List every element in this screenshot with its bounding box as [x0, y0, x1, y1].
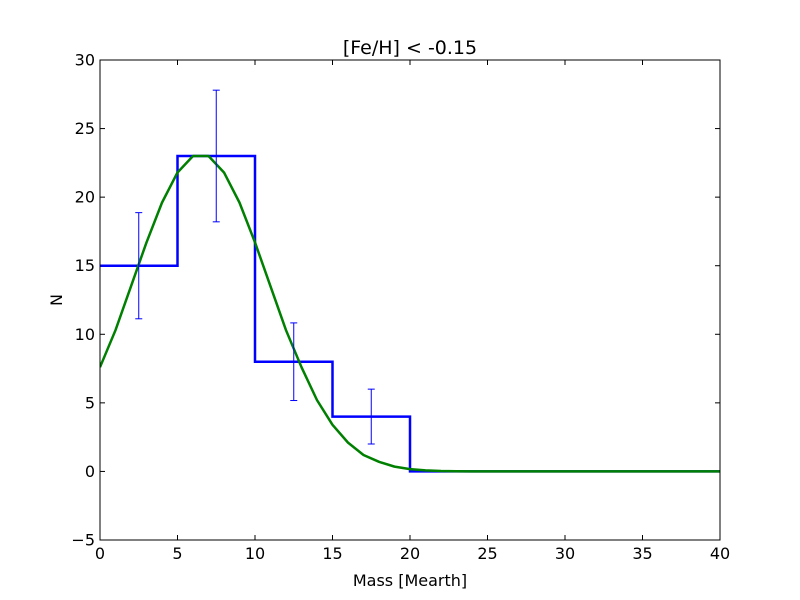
- y-axis-title: N: [47, 294, 66, 306]
- errorbar: [212, 89, 220, 223]
- y-tick-label: 10: [75, 325, 95, 344]
- fit-curve: [100, 154, 720, 473]
- plot-content: [100, 89, 720, 473]
- x-tick-label: 25: [477, 544, 497, 563]
- y-tick-label: −5: [71, 531, 95, 550]
- y-tick-label: 25: [75, 119, 95, 138]
- y-tick-label: 5: [85, 393, 95, 412]
- errorbar: [367, 388, 375, 445]
- x-tick-label: 0: [95, 544, 105, 563]
- x-tick-label: 30: [555, 544, 575, 563]
- x-tick-label: 40: [710, 544, 730, 563]
- y-tick-label: 20: [75, 188, 95, 207]
- y-tick-label: 15: [75, 256, 95, 275]
- errorbar: [135, 212, 143, 320]
- x-tick-label: 5: [172, 544, 182, 563]
- y-tick-label: 0: [85, 462, 95, 481]
- plot-frame-border: [99, 59, 721, 541]
- x-tick-label: 20: [400, 544, 420, 563]
- x-tick-label: 10: [245, 544, 265, 563]
- x-tick-label: 15: [322, 544, 342, 563]
- x-axis-title: Mass [Mearth]: [353, 571, 467, 590]
- errorbar: [290, 322, 298, 402]
- x-tick-label: 35: [632, 544, 652, 563]
- y-tick-label: 30: [75, 51, 95, 70]
- chart-title: [Fe/H] < -0.15: [343, 37, 477, 59]
